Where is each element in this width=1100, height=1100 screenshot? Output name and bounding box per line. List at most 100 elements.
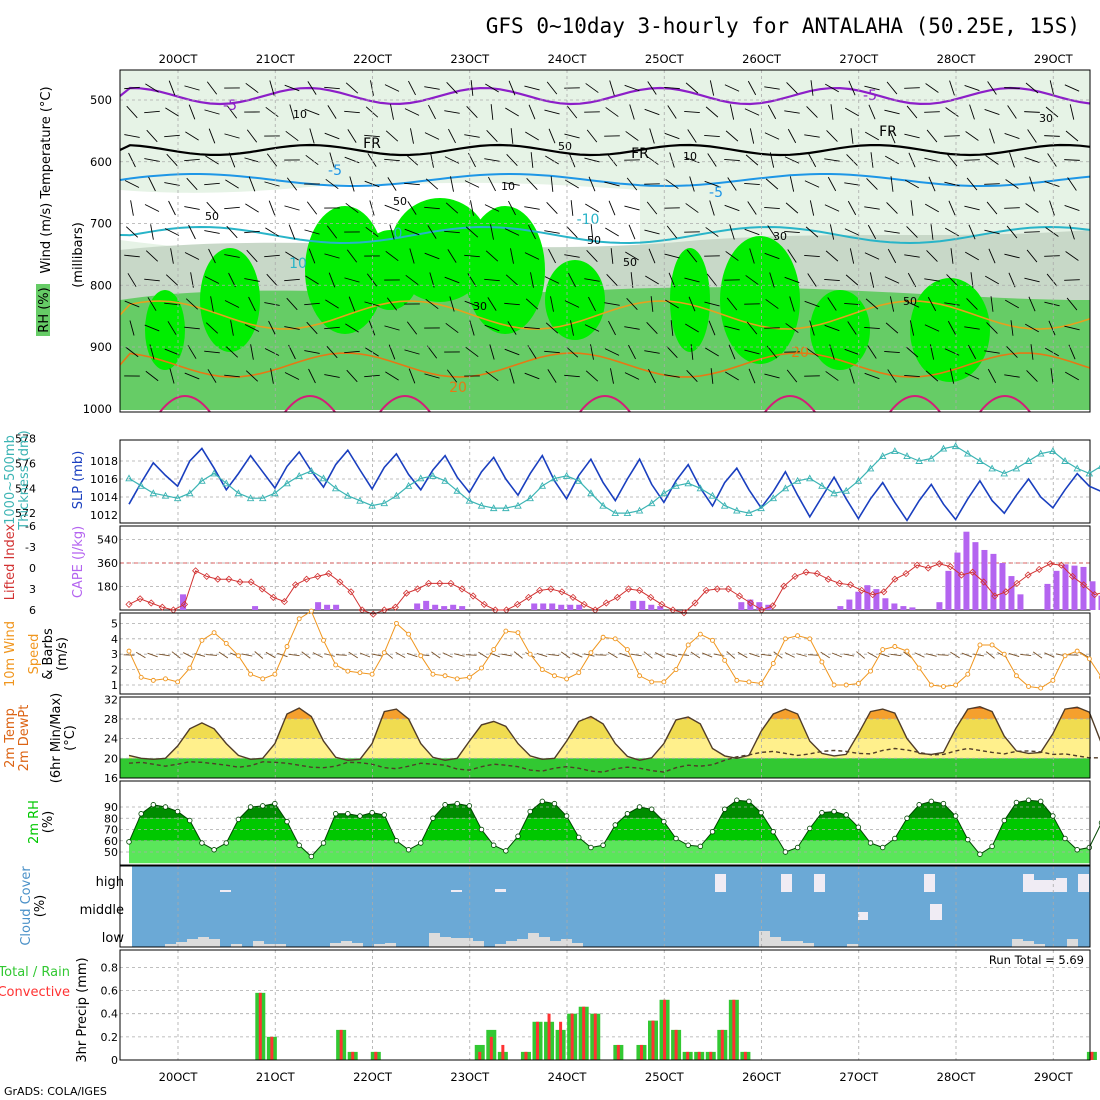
wind-barb — [604, 135, 620, 137]
thickness-marker — [976, 457, 984, 464]
wind-barb — [326, 345, 338, 359]
wind-barb — [527, 345, 537, 359]
pressure-tick-label: 800 — [90, 278, 112, 292]
wind-barb-10m — [1044, 652, 1055, 658]
wind-barb — [368, 320, 376, 336]
rh-marker — [879, 844, 886, 851]
wind-barb — [284, 84, 300, 92]
wind-speed-marker — [515, 630, 521, 636]
wind-barb — [624, 84, 640, 92]
thickness-marker — [793, 476, 802, 484]
lifted-index-marker — [1091, 591, 1099, 599]
rh-marker — [527, 808, 533, 815]
wind-speed-marker — [552, 673, 557, 679]
slp-thickness-panel: 572 574 576 578 1012 1014 1016 1018 1000~500mbTh… — [3, 430, 1100, 531]
wind-barb — [124, 180, 140, 188]
lifted-index-marker — [436, 579, 444, 587]
cloud-low-bar — [1012, 939, 1023, 947]
wind-barb — [565, 346, 579, 358]
bottom-date-label: 23OCT — [450, 1070, 490, 1084]
lifted-index-marker — [846, 581, 855, 589]
wind-barb — [986, 322, 998, 334]
wind-barb — [830, 104, 834, 120]
lifted-index-marker — [147, 599, 155, 607]
rh-marker — [126, 839, 132, 845]
wind-barb — [805, 347, 819, 357]
wind-barb-10m — [442, 652, 453, 658]
wind-barb-10m — [595, 654, 607, 656]
rh-legend-label: RH (%) — [37, 287, 52, 332]
wind-barb — [207, 369, 217, 383]
rh-contour-label: 10 — [683, 150, 697, 163]
wind-barb — [604, 348, 620, 356]
wind-speed-marker — [260, 676, 266, 682]
thickness-axis-label: 1000~500mbThickness (dm) — [3, 430, 32, 530]
wind-barb — [706, 273, 718, 287]
wind-barb — [288, 224, 296, 240]
wind-barb — [864, 206, 880, 210]
wind-barb — [585, 370, 599, 382]
wind-barb — [984, 183, 1000, 185]
wind-barb — [547, 369, 557, 383]
cloud-low-bar — [1067, 939, 1078, 947]
lifted-index-marker — [214, 575, 222, 583]
wind-barb — [926, 250, 938, 262]
temperature-panel: 16 20 24 28 32 2m Temp2m DewPt (6hr Min/Max)(°… — [3, 693, 1100, 785]
rh-saturated-patch — [910, 278, 990, 382]
wind-barb-10m — [856, 651, 866, 659]
thickness-marker — [1073, 464, 1081, 472]
wind-barb — [608, 200, 616, 216]
wind-barb — [645, 275, 659, 285]
lifted-index-marker — [480, 600, 488, 608]
wind-barb — [307, 81, 317, 95]
wind-barb — [747, 80, 757, 96]
wind-barb — [907, 272, 917, 288]
wind-barb — [345, 82, 359, 94]
lifted-index-marker — [747, 599, 755, 607]
wind-barb — [584, 324, 600, 332]
lifted-index-marker — [713, 585, 721, 593]
wind-barb — [505, 274, 519, 286]
rh-marker — [770, 829, 776, 835]
wind-barb — [644, 350, 660, 354]
slp-panel-frame — [119, 439, 1091, 524]
rh-marker — [1050, 813, 1056, 819]
thickness-marker — [344, 491, 352, 499]
wind-barb — [284, 278, 300, 282]
wind-barb — [624, 159, 640, 161]
lifted-index-marker — [1046, 560, 1054, 568]
wind-barb — [144, 278, 160, 282]
precip-convective-bar — [686, 1051, 690, 1060]
wind-barb — [384, 84, 400, 92]
precip-tick-label: 0.8 — [101, 961, 119, 974]
wind-barb — [1064, 84, 1080, 92]
cloud-low-bar — [187, 939, 198, 947]
wind-speed-marker — [880, 647, 886, 653]
temp-axis-label-title-line: 2m Temp — [3, 708, 18, 768]
wind-speed-marker — [1013, 673, 1019, 679]
wind-barb — [765, 178, 779, 190]
upper-variable-label: Wind (m/s) Temperature (°C) — [39, 86, 54, 273]
wind-barb — [365, 106, 379, 118]
wind-barb — [346, 369, 358, 383]
precip-legend-convective: Convective — [0, 985, 70, 1000]
wind-barb — [1064, 205, 1080, 211]
wind-barb — [1044, 135, 1060, 137]
cloud-low-bar — [253, 941, 264, 947]
wind-barb — [244, 278, 260, 282]
wind-barb-10m — [702, 652, 713, 658]
wind-barb — [764, 86, 780, 90]
wind-barb-10m — [713, 653, 725, 657]
wind-barb — [608, 320, 616, 336]
wind-barb — [709, 200, 715, 216]
thickness-tick-label: 574 — [15, 482, 36, 495]
wind-barb — [266, 153, 278, 167]
wind-barb — [708, 320, 716, 336]
wind-barb — [224, 133, 240, 139]
upper-panel-frame — [119, 69, 1091, 413]
wind-barb — [884, 109, 900, 115]
lifted-index-marker — [314, 572, 322, 580]
wind-barb — [704, 255, 720, 257]
wind-barb-10m — [950, 651, 960, 659]
wind-barb-10m — [796, 653, 807, 657]
